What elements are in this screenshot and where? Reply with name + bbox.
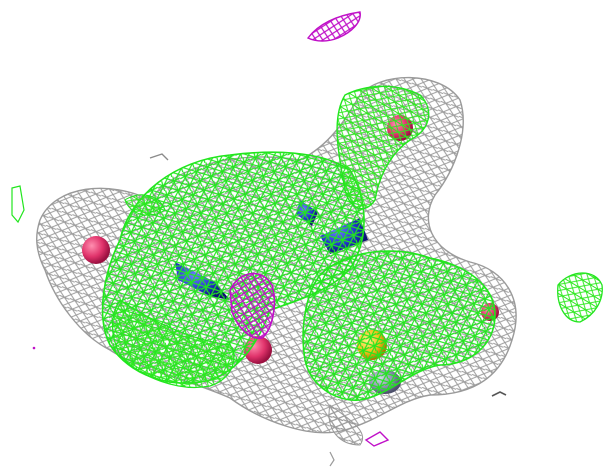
density-mesh-magenta (32, 11, 390, 447)
density-mesh-green (11, 85, 603, 401)
stray-mesh-fragments (149, 153, 507, 467)
oxygen-atom (82, 236, 110, 264)
